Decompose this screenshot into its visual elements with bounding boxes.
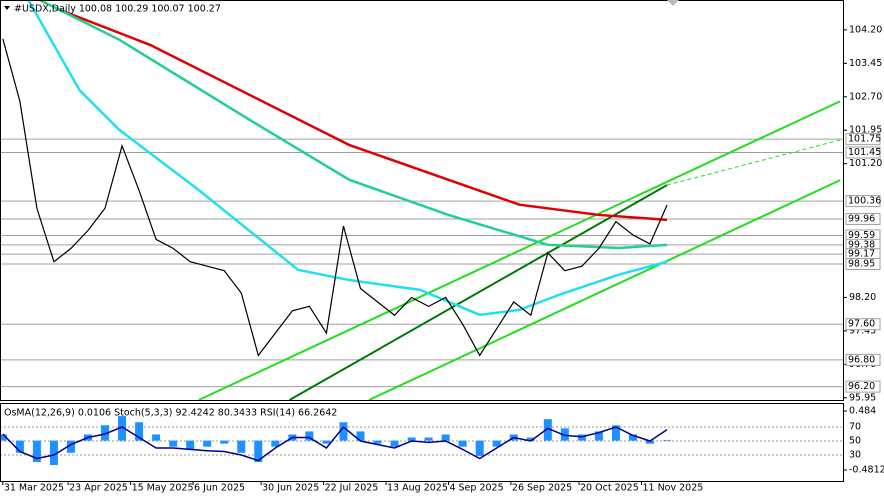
level-label-box bbox=[845, 318, 881, 331]
price-panel-frame bbox=[0, 0, 844, 401]
symbol-icon bbox=[4, 6, 10, 10]
trend-line bbox=[666, 139, 841, 186]
osma-bar bbox=[407, 437, 416, 441]
osma-bar bbox=[628, 434, 637, 441]
x-tick-label: 15 May 2025 bbox=[132, 483, 194, 494]
osma-bar bbox=[339, 422, 348, 441]
trend-line bbox=[198, 100, 841, 400]
x-tick-label: 26 Sep 2025 bbox=[512, 483, 572, 494]
osma-bar bbox=[152, 434, 161, 441]
indicator-panel-frame bbox=[0, 403, 844, 482]
x-tick-label: 23 Apr 2025 bbox=[69, 483, 128, 494]
moving-average bbox=[59, 8, 668, 222]
y-tick-label: 101.95 bbox=[849, 125, 882, 136]
x-tick-label: 31 Mar 2025 bbox=[4, 483, 64, 494]
osma-bar bbox=[203, 440, 212, 447]
shift-marker bbox=[667, 0, 679, 6]
x-tick-label: 11 Nov 2025 bbox=[642, 483, 703, 494]
osma-bar bbox=[373, 440, 382, 444]
osma-bar bbox=[66, 440, 75, 453]
osma-bar bbox=[101, 425, 110, 441]
rsi-line bbox=[2, 425, 668, 462]
osma-bar bbox=[475, 440, 484, 456]
price-line bbox=[2, 38, 668, 357]
osma-bar bbox=[254, 440, 263, 462]
level-label: 96.20 bbox=[848, 381, 875, 392]
osma-bar bbox=[135, 422, 144, 441]
osma-bar bbox=[118, 416, 127, 441]
level-label: 99.17 bbox=[848, 249, 875, 260]
level-label: 99.59 bbox=[848, 230, 875, 241]
osma-bar bbox=[15, 440, 24, 453]
y-tick-label: 101.20 bbox=[849, 158, 882, 169]
osma-bar bbox=[645, 440, 654, 444]
moving-average bbox=[39, 1, 668, 250]
level-label-box bbox=[845, 257, 881, 270]
y-tick-label: 104.20 bbox=[849, 24, 882, 35]
osma-bar bbox=[32, 440, 41, 462]
osma-bar bbox=[594, 431, 603, 441]
osma-bar bbox=[271, 440, 280, 447]
osma-bar bbox=[322, 440, 331, 444]
osma-bar bbox=[220, 440, 229, 444]
osma-bar bbox=[305, 431, 314, 441]
osma-bar bbox=[611, 425, 620, 441]
osma-bar bbox=[543, 419, 552, 441]
x-tick-label: 20 Oct 2025 bbox=[580, 483, 639, 494]
osma-bar bbox=[492, 440, 501, 447]
level-label-box bbox=[845, 195, 881, 208]
osma-bar bbox=[526, 437, 535, 441]
indicator-y2-tick-label: 0.484 bbox=[849, 406, 876, 417]
level-label-box bbox=[845, 133, 881, 146]
x-tick-label: 30 Jun 2025 bbox=[262, 483, 319, 494]
osma-bar bbox=[458, 440, 467, 447]
level-label: 101.75 bbox=[848, 134, 881, 145]
level-label: 98.95 bbox=[848, 258, 875, 269]
level-label-box bbox=[845, 353, 881, 366]
osma-bar bbox=[390, 440, 399, 447]
y-tick-label: 98.20 bbox=[849, 292, 876, 303]
x-tick-label: 6 Jun 2025 bbox=[194, 483, 245, 494]
level-label: 96.80 bbox=[848, 354, 875, 365]
y-tick-label: 102.70 bbox=[849, 91, 882, 102]
osma-bar bbox=[186, 440, 195, 450]
osma-bar bbox=[560, 428, 569, 441]
level-label: 100.36 bbox=[848, 196, 881, 207]
trend-line bbox=[368, 179, 841, 400]
moving-average bbox=[27, 1, 668, 317]
indicator-tick-label: 70 bbox=[849, 422, 861, 433]
level-label: 99.96 bbox=[848, 213, 875, 224]
y-tick-label: 97.45 bbox=[849, 325, 876, 336]
x-tick-label: 13 Aug 2025 bbox=[387, 483, 448, 494]
level-label-box bbox=[845, 146, 881, 159]
level-label-box bbox=[845, 380, 881, 393]
osma-bar bbox=[169, 440, 178, 447]
level-label: 97.60 bbox=[848, 319, 875, 330]
level-label: 99.38 bbox=[848, 239, 875, 250]
indicator-y2-tick-label: -0.4812 bbox=[849, 464, 884, 475]
level-label: 101.45 bbox=[848, 147, 881, 158]
osma-bar bbox=[237, 440, 246, 453]
indicator-tick-label: 50 bbox=[849, 435, 861, 446]
osma-bar bbox=[49, 440, 58, 466]
y-tick-label: 95.95 bbox=[849, 392, 876, 403]
chart-title: #USDX,Daily 100.08 100.29 100.07 100.27 bbox=[14, 4, 221, 15]
indicator-tick-label: 30 bbox=[849, 449, 861, 460]
indicator-title: OsMA(12,26,9) 0.0106 Stoch(5,3,3) 92.424… bbox=[4, 408, 337, 419]
level-label-box bbox=[845, 212, 881, 225]
osma-bar bbox=[1, 434, 7, 441]
x-tick-label: 22 Jul 2025 bbox=[325, 483, 379, 494]
y-tick-label: 103.45 bbox=[849, 58, 882, 69]
osma-bar bbox=[424, 437, 433, 441]
osma-bar bbox=[356, 431, 365, 441]
osma-bar bbox=[663, 439, 672, 441]
x-tick-label: 4 Sep 2025 bbox=[449, 483, 503, 494]
trend-line bbox=[289, 184, 668, 400]
osma-bar bbox=[441, 434, 450, 441]
